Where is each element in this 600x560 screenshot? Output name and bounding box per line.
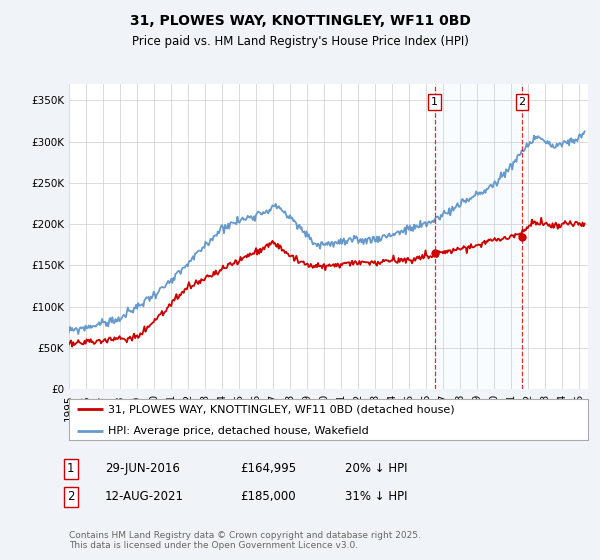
Text: 31% ↓ HPI: 31% ↓ HPI — [345, 490, 407, 503]
Text: Contains HM Land Registry data © Crown copyright and database right 2025.
This d: Contains HM Land Registry data © Crown c… — [69, 531, 421, 550]
Text: HPI: Average price, detached house, Wakefield: HPI: Average price, detached house, Wake… — [108, 426, 368, 436]
Text: 20% ↓ HPI: 20% ↓ HPI — [345, 462, 407, 475]
Text: 1: 1 — [431, 97, 438, 107]
Text: 2: 2 — [518, 97, 526, 107]
Text: 1: 1 — [67, 462, 74, 475]
Bar — [434, 84, 522, 389]
Text: 31, PLOWES WAY, KNOTTINGLEY, WF11 0BD: 31, PLOWES WAY, KNOTTINGLEY, WF11 0BD — [130, 14, 470, 28]
Text: 12-AUG-2021: 12-AUG-2021 — [105, 490, 184, 503]
Text: £185,000: £185,000 — [240, 490, 296, 503]
Text: 29-JUN-2016: 29-JUN-2016 — [105, 462, 180, 475]
Text: 31, PLOWES WAY, KNOTTINGLEY, WF11 0BD (detached house): 31, PLOWES WAY, KNOTTINGLEY, WF11 0BD (d… — [108, 404, 455, 414]
Text: £164,995: £164,995 — [240, 462, 296, 475]
Text: 2: 2 — [67, 490, 74, 503]
Text: Price paid vs. HM Land Registry's House Price Index (HPI): Price paid vs. HM Land Registry's House … — [131, 35, 469, 48]
